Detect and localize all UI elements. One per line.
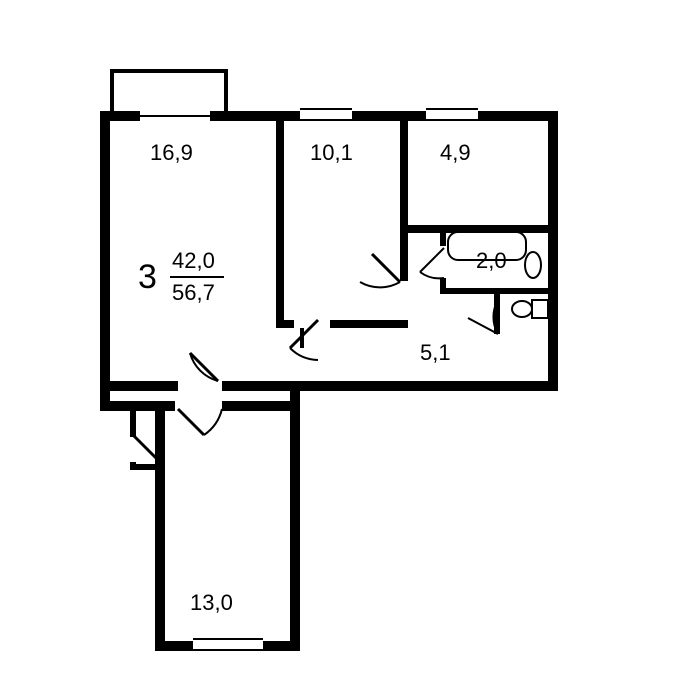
living-area: 42,0	[172, 248, 215, 274]
fraction-bar	[170, 276, 224, 278]
floor-plan: 16,9 10,1 4,9 2,0 5,1 13,0 3 42,0 56,7	[0, 0, 700, 700]
door-arcs	[0, 0, 700, 700]
label-hall: 5,1	[420, 340, 451, 366]
label-living: 16,9	[150, 140, 193, 166]
label-bath: 2,0	[476, 248, 507, 274]
label-room3: 13,0	[190, 590, 233, 616]
total-area: 56,7	[172, 280, 215, 306]
room-count: 3	[138, 258, 157, 297]
label-kitchen: 4,9	[440, 140, 471, 166]
label-room2: 10,1	[310, 140, 353, 166]
